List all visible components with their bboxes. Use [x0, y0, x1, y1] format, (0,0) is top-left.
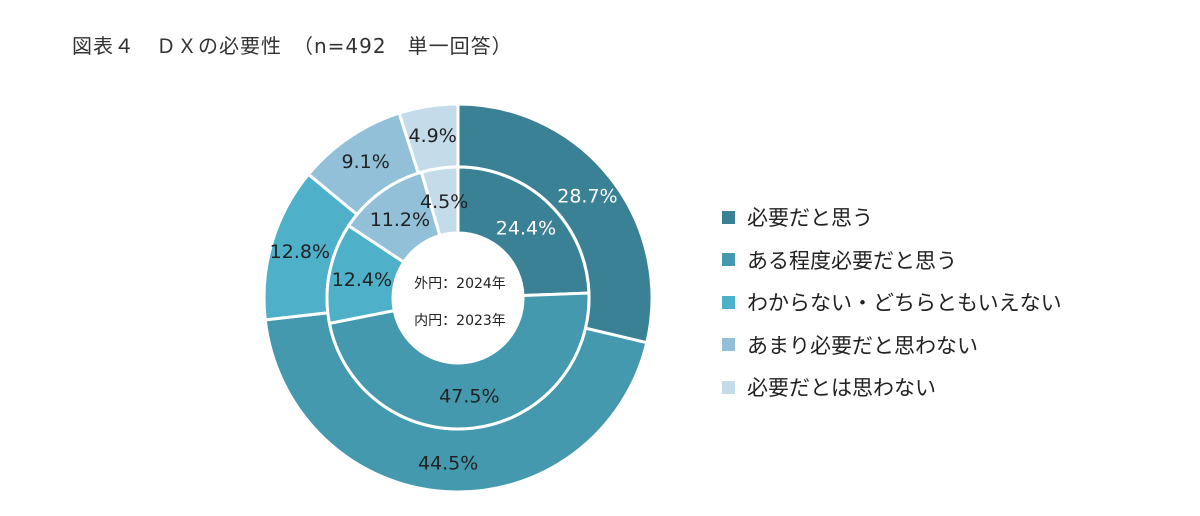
outer-slice-label-3: 9.1%: [342, 151, 390, 173]
outer-ring-2024: [262, 102, 654, 494]
legend-swatch: [722, 210, 735, 224]
legend-item: 必要だとは思わない: [722, 366, 1062, 409]
inner-ring-2023: [325, 165, 591, 431]
legend-swatch: [722, 253, 735, 267]
inner-slice-label-2: 12.4%: [332, 269, 392, 291]
outer-ring-note: 外円：2024年: [414, 276, 506, 292]
double-donut-chart: 28.7% 44.5% 12.8% 9.1% 4.9% 24.4% 47.5% 12.4% 11…: [262, 102, 654, 494]
inner-slice-label-3: 11.2%: [370, 209, 430, 231]
legend-swatch: [722, 380, 735, 394]
outer-slice-label-2: 12.8%: [270, 241, 330, 263]
legend-item: あまり必要だと思わない: [722, 324, 1062, 367]
inner-slice-4: [419, 165, 460, 238]
outer-slice-label-1: 44.5%: [418, 453, 478, 475]
legend-label: 必要だとは思わない: [747, 376, 936, 401]
legend-label: あまり必要だと思わない: [747, 333, 978, 358]
legend: 必要だと思うある程度必要だと思うわからない・どちらともいえない あまり必要だと思わ…: [722, 196, 1062, 409]
legend-label: 必要だと思う: [747, 206, 873, 231]
outer-slice-label-4: 4.9%: [409, 125, 457, 147]
legend-swatch: [722, 295, 735, 309]
legend-item: 必要だと思う: [722, 196, 1062, 239]
legend-item: わからない・どちらともいえない: [722, 281, 1062, 324]
inner-slice-1: [327, 291, 591, 431]
outer-slice-label-0: 28.7%: [557, 186, 617, 208]
legend-label: ある程度必要だと思う: [747, 248, 957, 273]
slice-labels: 28.7% 44.5% 12.8% 9.1% 4.9% 24.4% 47.5% 12.4% 11…: [270, 125, 618, 475]
inner-slice-label-1: 47.5%: [439, 385, 499, 407]
chart-title: 図表４ ＤＸの必要性 （n=492 単一回答）: [72, 34, 513, 58]
inner-slice-label-4: 4.5%: [420, 191, 468, 213]
legend-label: わからない・どちらともいえない: [747, 291, 1062, 316]
legend-item: ある程度必要だと思う: [722, 239, 1062, 282]
inner-slice-label-0: 24.4%: [496, 217, 556, 239]
inner-slice-0: [456, 165, 591, 298]
inner-ring-note: 内円：2023年: [414, 313, 506, 329]
legend-swatch: [722, 338, 735, 352]
